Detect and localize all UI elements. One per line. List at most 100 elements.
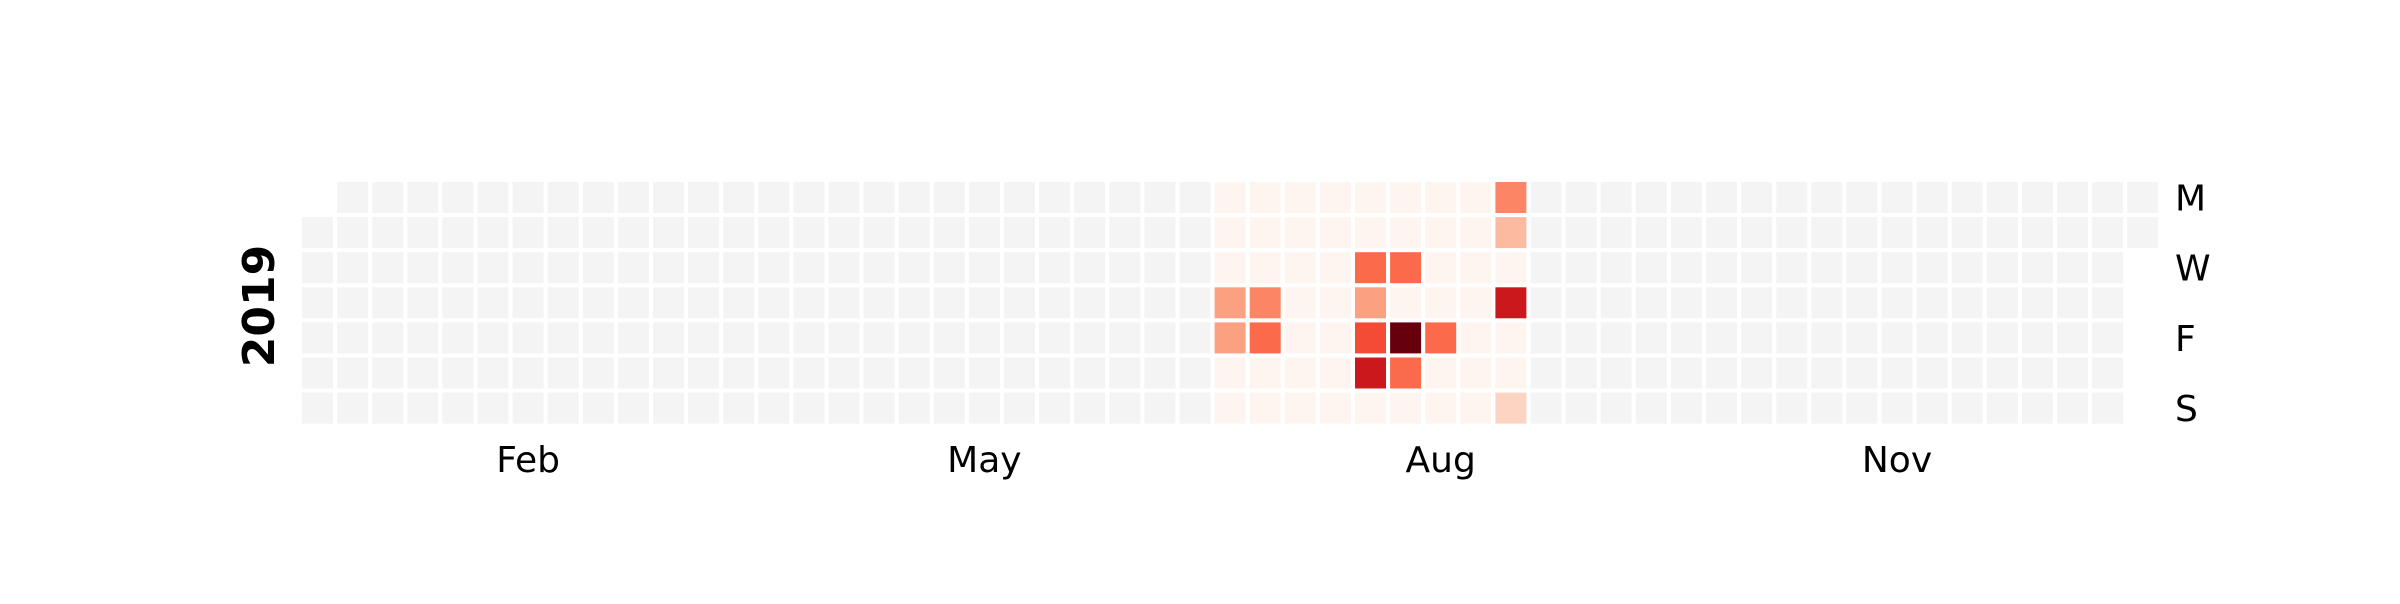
- day-cell: [1039, 217, 1071, 249]
- day-cell: [1635, 217, 1667, 249]
- day-cell: [968, 182, 1000, 213]
- day-cell: [1460, 287, 1492, 319]
- day-cell: [2092, 287, 2124, 319]
- day-cell: [1600, 392, 1632, 424]
- day-cell: [2021, 182, 2053, 213]
- day-cell: [968, 392, 1000, 424]
- day-cell: [758, 357, 790, 389]
- day-cell: [1951, 182, 1983, 213]
- day-cell: [442, 322, 474, 354]
- day-cell: [1355, 252, 1386, 284]
- day-cell: [2057, 287, 2088, 319]
- day-cell: [828, 322, 860, 354]
- day-cell: [372, 357, 404, 389]
- day-cell: [1214, 392, 1246, 424]
- day-cell: [723, 287, 755, 319]
- day-cell: [1460, 217, 1492, 249]
- day-cell: [2057, 392, 2088, 424]
- day-cell: [1425, 357, 1457, 389]
- day-cell: [1355, 322, 1386, 354]
- day-cell: [1355, 357, 1386, 389]
- day-cell: [512, 392, 544, 424]
- month-label: Feb: [496, 440, 560, 481]
- day-cell: [1109, 252, 1141, 284]
- day-cell: [898, 322, 930, 354]
- day-cell: [1319, 392, 1351, 424]
- day-cell: [1249, 392, 1281, 424]
- day-cell: [1074, 252, 1106, 284]
- day-cell: [1144, 357, 1176, 389]
- day-cell: [1811, 217, 1843, 249]
- day-cell: [1846, 392, 1878, 424]
- day-cell: [1741, 252, 1773, 284]
- day-cell: [337, 322, 369, 354]
- day-cell: [1390, 357, 1422, 389]
- day-cell: [1214, 322, 1246, 354]
- day-cell: [372, 392, 404, 424]
- day-cell: [512, 217, 544, 249]
- day-cell: [1249, 287, 1281, 319]
- day-cell: [407, 252, 439, 284]
- day-cell: [1495, 392, 1527, 424]
- day-cell: [617, 217, 649, 249]
- day-cell: [1004, 217, 1035, 249]
- day-cell: [582, 287, 614, 319]
- day-cell: [1951, 392, 1983, 424]
- day-cell: [1635, 287, 1667, 319]
- day-cell: [1670, 392, 1702, 424]
- day-cell: [2092, 252, 2124, 284]
- day-cell: [1776, 322, 1808, 354]
- day-cell: [1741, 392, 1773, 424]
- day-cell: [1986, 322, 2018, 354]
- day-cell: [1846, 287, 1878, 319]
- day-cell: [2021, 322, 2053, 354]
- day-cell: [1109, 182, 1141, 213]
- day-label: M: [2175, 179, 2206, 220]
- day-cell: [1284, 392, 1316, 424]
- day-cell: [1881, 357, 1913, 389]
- day-cell: [933, 357, 965, 389]
- day-cell: [372, 252, 404, 284]
- day-cell: [1249, 217, 1281, 249]
- day-cell: [1425, 322, 1457, 354]
- day-cell: [547, 357, 579, 389]
- day-cell: [1355, 287, 1386, 319]
- day-cell: [1530, 182, 1562, 213]
- day-cell: [1776, 252, 1808, 284]
- day-cell: [723, 252, 755, 284]
- day-cell: [477, 322, 509, 354]
- day-cell: [1530, 322, 1562, 354]
- day-cell: [1039, 182, 1071, 213]
- day-cell: [547, 182, 579, 213]
- day-cell: [1706, 392, 1737, 424]
- day-cell: [758, 182, 790, 213]
- day-cell: [863, 182, 895, 213]
- day-cell: [688, 392, 720, 424]
- day-cell: [1811, 252, 1843, 284]
- day-cell: [1074, 217, 1106, 249]
- day-cell: [1951, 217, 1983, 249]
- day-cell: [1179, 252, 1211, 284]
- day-cell: [933, 392, 965, 424]
- day-cell: [933, 252, 965, 284]
- day-cell: [933, 322, 965, 354]
- day-cell: [1565, 182, 1597, 213]
- day-cell: [582, 182, 614, 213]
- day-cell: [2092, 357, 2124, 389]
- day-cell: [653, 357, 684, 389]
- day-cell: [372, 217, 404, 249]
- day-cell: [1916, 182, 1948, 213]
- day-cell: [1460, 182, 1492, 213]
- day-cell: [1214, 357, 1246, 389]
- day-cell: [1109, 357, 1141, 389]
- day-cell: [1741, 182, 1773, 213]
- day-cell: [898, 182, 930, 213]
- day-cell: [582, 357, 614, 389]
- day-cell: [2127, 217, 2159, 249]
- day-label: F: [2175, 319, 2196, 360]
- day-cell: [1284, 217, 1316, 249]
- day-cell: [617, 287, 649, 319]
- day-cell: [1635, 252, 1667, 284]
